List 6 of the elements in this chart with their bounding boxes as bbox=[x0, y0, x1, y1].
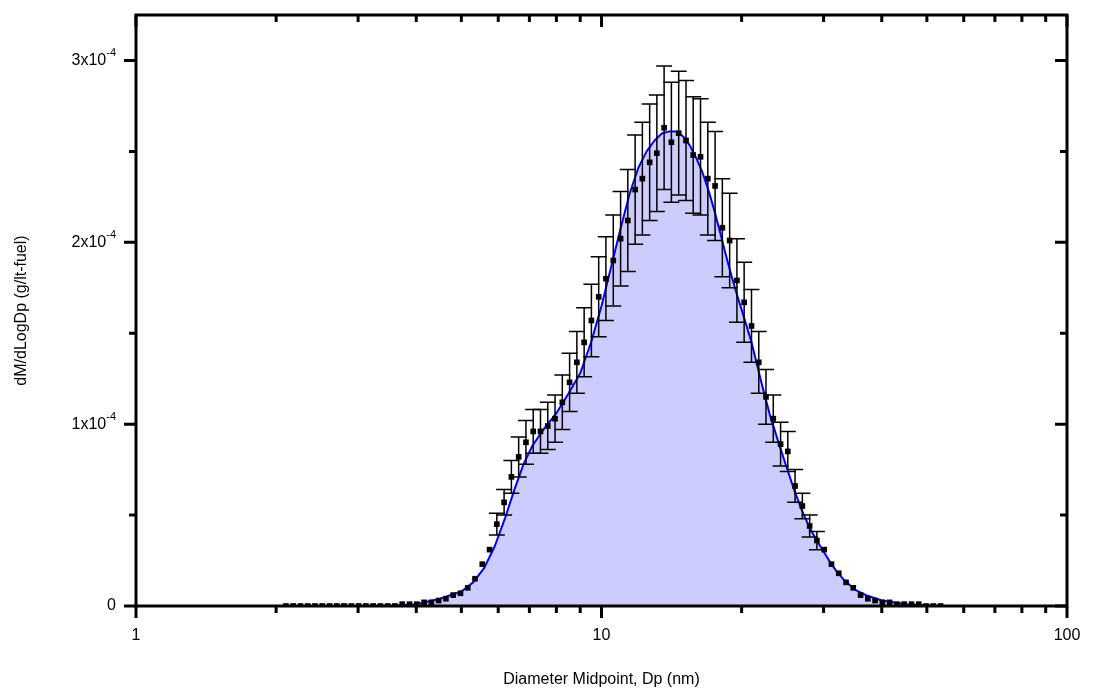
y-tick-label: 0 bbox=[107, 596, 117, 614]
x-tick-label: 10 bbox=[592, 626, 611, 644]
x-tick-label: 1 bbox=[131, 626, 141, 644]
y-axis-title: dM/dLogDp (g/lt-fuel) bbox=[12, 235, 30, 386]
x-tick-label: 100 bbox=[1053, 626, 1081, 644]
x-axis-title: Diameter Midpoint, Dp (nm) bbox=[503, 670, 700, 688]
